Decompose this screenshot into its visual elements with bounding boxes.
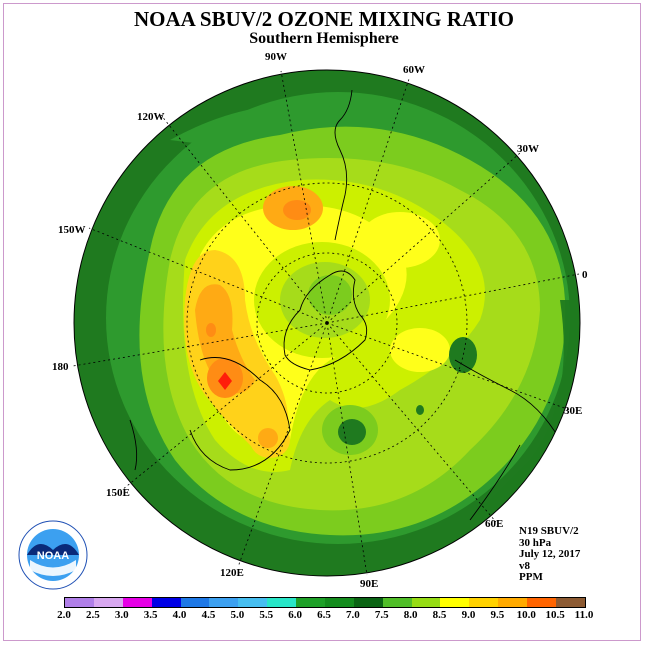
colorbar-label: 10.5	[545, 609, 565, 621]
colorbar-labels: 2.0 2.5 3.0 3.5 4.0 4.5 5.0 5.5 6.0 6.5 7.0 7.5 8.0 8…	[56, 609, 596, 623]
colorbar-segment	[151, 598, 181, 607]
colorbar-segment	[324, 598, 354, 607]
colorbar-segment	[411, 598, 441, 607]
colorbar-segment	[238, 598, 268, 607]
colorbar-label: 4.5	[201, 609, 216, 621]
colorbar-segment	[527, 598, 556, 607]
lon-label-0: 0	[582, 269, 588, 281]
colorbar-segment	[267, 598, 296, 607]
colorbar-label: 9.5	[490, 609, 505, 621]
colorbar-label: 2.0	[57, 609, 71, 621]
colorbar-label: 10.0	[516, 609, 536, 621]
colorbar-label: 11.0	[574, 609, 594, 621]
contour-10.5-north	[283, 200, 311, 220]
lon-label-60e: 60E	[485, 518, 503, 530]
info-version: v8	[519, 559, 530, 572]
contour-9.0-south-patch	[390, 328, 450, 372]
colorbar-label: 3.5	[143, 609, 158, 621]
colorbar	[64, 597, 586, 608]
south-america-coast	[334, 89, 353, 241]
contour-7.5-pole	[308, 275, 352, 315]
info-date: July 12, 2017	[519, 548, 581, 560]
colorbar-segment	[555, 598, 585, 607]
longitude-labels: 90W 60W 30W 0 30E 60E 90E 120E 150E 180 …	[52, 51, 588, 590]
image-frame	[3, 3, 641, 641]
colorbar-label: 4.0	[172, 609, 187, 621]
colorbar-segment	[122, 598, 152, 607]
info-units: PPM	[519, 571, 543, 583]
lon-label-120e: 120E	[220, 567, 244, 579]
colorbar-segment	[93, 598, 123, 607]
australia-coast	[189, 357, 291, 471]
map-title: NOAA SBUV/2 OZONE MIXING RATIO	[134, 7, 514, 31]
colorbar-label: 7.0	[346, 609, 360, 621]
noaa-logo: NOAA	[18, 520, 88, 590]
colorbar-label: 5.5	[259, 609, 274, 621]
lon-label-180: 180	[52, 361, 69, 373]
data-info: N19 SBUV/2 30 hPa July 12, 2017 v8 PPM	[519, 525, 581, 584]
graticule	[72, 70, 580, 576]
info-instrument: N19 SBUV/2	[519, 525, 579, 537]
info-level: 30 hPa	[519, 536, 552, 549]
colorbar-label: 9.0	[461, 609, 476, 621]
colorbar-segment	[382, 598, 412, 607]
colorbar-segment	[209, 598, 239, 607]
lon-label-30e: 30E	[564, 405, 582, 417]
lon-label-150w: 150W	[58, 224, 86, 236]
colorbar-segment	[65, 598, 94, 607]
colorbar-label: 7.5	[374, 609, 389, 621]
colorbar-segment	[180, 598, 210, 607]
colorbar-segment	[296, 598, 325, 607]
antarctica-coast	[283, 270, 368, 371]
colorbar-label: 2.5	[86, 609, 100, 621]
contour-10.5-small	[206, 323, 216, 337]
contour-11.0-max	[218, 372, 232, 390]
lon-label-90e: 90E	[360, 578, 378, 590]
contour-9.0-east-patch	[360, 212, 440, 268]
map-border	[73, 69, 581, 577]
lon-label-60w: 60W	[403, 64, 425, 76]
colorbar-label: 6.5	[317, 609, 331, 621]
contour-10.0-south	[258, 428, 278, 448]
map-subtitle: Southern Hemisphere	[249, 30, 399, 47]
low-south-core	[338, 419, 366, 445]
new-zealand-coast	[129, 419, 138, 471]
low-east-small	[416, 405, 424, 415]
colorbar-label: 8.0	[403, 609, 418, 621]
colorbar-label: 6.0	[288, 609, 302, 621]
colorbar-segment	[353, 598, 383, 607]
colorbar-segment	[440, 598, 470, 607]
coastlines	[129, 89, 561, 521]
colorbar-label: 5.0	[230, 609, 245, 621]
colorbar-label: 8.5	[432, 609, 447, 621]
lon-label-30w: 30W	[517, 143, 539, 155]
low-east	[449, 337, 477, 373]
colorbar-label: 3.0	[114, 609, 129, 621]
colorbar-segment	[498, 598, 527, 607]
lon-label-150e: 150E	[106, 487, 130, 499]
lon-label-120w: 120W	[137, 111, 165, 123]
noaa-logo-text: NOAA	[37, 550, 69, 562]
colorbar-segment	[469, 598, 499, 607]
contour-10.0-west	[195, 284, 255, 394]
africa-coast	[454, 359, 561, 521]
lon-label-90w: 90W	[265, 51, 287, 63]
